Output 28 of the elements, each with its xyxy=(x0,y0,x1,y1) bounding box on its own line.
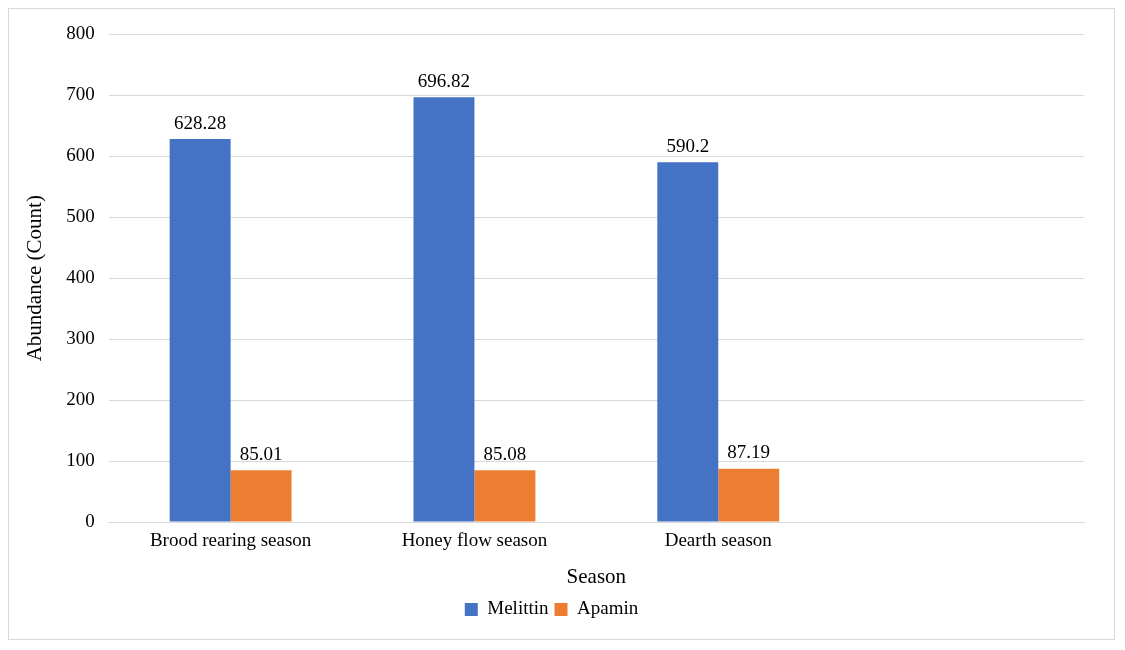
data-label: 590.2 xyxy=(666,134,710,156)
data-label: 628.28 xyxy=(174,111,227,133)
bar xyxy=(657,162,719,522)
y-tick-label: 700 xyxy=(66,83,95,105)
x-tick-label: Brood rearing season xyxy=(149,529,312,551)
data-label: 87.19 xyxy=(727,441,771,463)
y-tick-label: 200 xyxy=(66,388,95,410)
bar xyxy=(230,470,292,522)
x-tick-label: Honey flow season xyxy=(401,529,548,551)
x-axis-title: Season xyxy=(566,563,627,588)
y-axis-title: Abundance (Count) xyxy=(22,195,47,362)
bar xyxy=(169,139,231,522)
y-tick-label: 500 xyxy=(66,205,95,227)
y-tick-label: 100 xyxy=(66,449,95,471)
y-tick-label: 0 xyxy=(85,509,95,531)
y-tick-label: 800 xyxy=(66,22,95,44)
x-tick-label: Dearth season xyxy=(664,529,773,551)
legend-label: Apamin xyxy=(577,597,639,619)
bar xyxy=(718,468,780,522)
data-label: 696.82 xyxy=(417,69,471,91)
y-tick-label: 600 xyxy=(66,144,95,166)
bar xyxy=(474,470,536,522)
y-tick-label: 300 xyxy=(66,327,95,349)
data-label: 85.01 xyxy=(239,442,283,464)
y-tick-label: 400 xyxy=(66,266,95,288)
bar xyxy=(413,97,475,522)
legend-label: Melittin xyxy=(487,597,549,619)
data-label: 85.08 xyxy=(483,442,527,464)
